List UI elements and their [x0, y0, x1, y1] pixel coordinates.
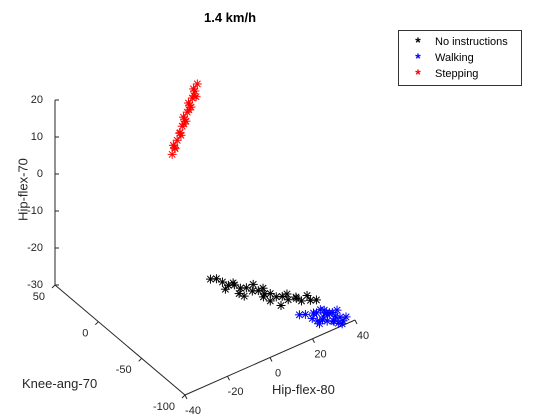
x-tick-label: -20 [228, 386, 244, 398]
data-point [332, 305, 342, 315]
data-point [276, 300, 286, 310]
legend-label: No instructions [435, 36, 508, 48]
y-tick-label: -100 [153, 401, 175, 413]
y-tick-label: 0 [82, 328, 88, 340]
data-point [307, 313, 317, 323]
data-point [265, 296, 275, 306]
legend-marker-blue: * [415, 50, 421, 66]
z-tick-label: 10 [31, 131, 43, 143]
series-stepping [167, 79, 202, 159]
data-point [168, 140, 178, 150]
legend-label: Stepping [435, 68, 479, 80]
y-tick-mark [181, 394, 186, 399]
data-point [341, 312, 351, 322]
y-tick-mark [138, 357, 143, 362]
legend: * No instructions * Walking * Stepping [398, 30, 522, 86]
data-point [312, 308, 321, 318]
y-tick-mark [94, 321, 99, 326]
data-point [305, 295, 315, 305]
legend-marker-black: * [415, 34, 421, 50]
z-tick-label: 0 [37, 168, 43, 180]
legend-item-walking: * Walking [407, 50, 474, 66]
x-tick-mark [269, 357, 273, 362]
legend-label: Walking [435, 52, 474, 64]
legend-item-no-instructions: * No instructions [407, 34, 508, 50]
data-point [294, 310, 304, 320]
data-point [228, 278, 238, 288]
data-point [205, 274, 215, 284]
data-point [172, 135, 182, 145]
z-tick-label: 20 [31, 94, 43, 106]
y-tick-label: -50 [116, 364, 132, 376]
data-point [330, 311, 340, 321]
series-no-instructions [205, 274, 321, 310]
data-point [175, 128, 185, 138]
data-point [258, 283, 268, 293]
y-axis-label: Knee-ang-70 [22, 376, 98, 391]
data-point [167, 149, 177, 159]
z-tick-label: -10 [27, 205, 43, 217]
legend-marker-red: * [415, 66, 421, 82]
data-point [291, 292, 301, 302]
x-tick-mark [184, 394, 188, 400]
data-point [282, 289, 292, 299]
y-tick-mark [51, 284, 56, 289]
z-tick-label: -20 [27, 242, 43, 254]
x-tick-mark [354, 319, 358, 325]
data-point [220, 284, 230, 294]
x-tick-mark [312, 338, 315, 343]
data-point [283, 295, 293, 305]
data-point [258, 292, 268, 302]
y-tick-label: 50 [33, 291, 45, 303]
data-points [167, 79, 351, 329]
z-axis-label: Hip-flex-70 [15, 158, 31, 221]
x-tick-label: 20 [314, 349, 326, 361]
data-point [317, 315, 327, 325]
data-point [321, 308, 331, 318]
chart-title: 1.4 km/h [203, 10, 257, 25]
series-walking [294, 305, 351, 329]
axes [51, 99, 358, 400]
data-point [337, 319, 347, 329]
data-point [248, 279, 258, 289]
data-point [329, 316, 339, 326]
y-axis-line [54, 284, 186, 396]
data-point [302, 291, 312, 301]
x-tick-label: 40 [357, 330, 369, 342]
z-tick-label: -30 [27, 279, 43, 291]
x-tick-label: -40 [185, 405, 201, 417]
x-tick-label: 0 [275, 367, 281, 379]
data-point [189, 91, 199, 101]
x-axis-label: Hip-flex-80 [272, 382, 335, 397]
data-point [184, 105, 194, 115]
legend-item-stepping: * Stepping [407, 66, 478, 82]
x-tick-mark [227, 376, 230, 381]
data-point [179, 119, 189, 129]
data-point [234, 289, 244, 299]
data-point [192, 79, 202, 89]
